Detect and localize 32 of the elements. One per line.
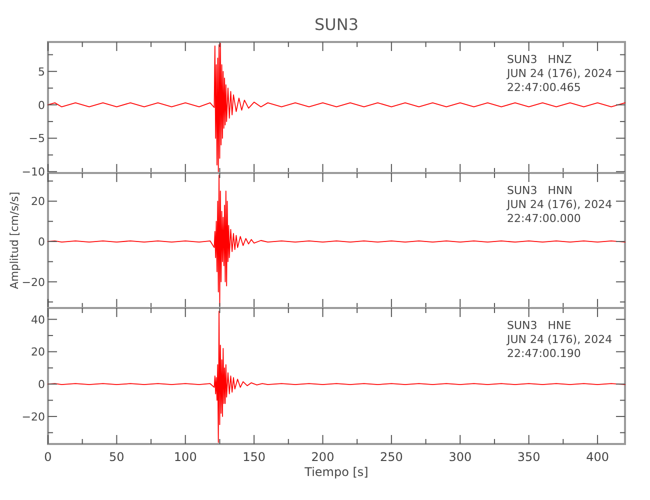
annotation: SUN3 HNE xyxy=(507,319,572,332)
y-tick-label: 0 xyxy=(38,98,45,112)
annotation: SUN3 HNN xyxy=(507,184,572,197)
y-tick-label: 0 xyxy=(38,236,45,249)
y-axis-title: Amplitud [cm/s/s] xyxy=(8,192,21,290)
y-tick-label: −10 xyxy=(22,166,45,179)
annotation: JUN 24 (176), 2024 xyxy=(506,67,612,80)
annotation: 22:47:00.465 xyxy=(507,81,581,94)
annotation: JUN 24 (176), 2024 xyxy=(506,333,612,346)
annotation: JUN 24 (176), 2024 xyxy=(506,198,612,211)
y-tick-label: 40 xyxy=(31,313,45,326)
x-tick-label: 150 xyxy=(242,450,266,464)
y-tick-label: 20 xyxy=(31,346,45,359)
y-tick-label: 5 xyxy=(38,65,45,78)
x-tick-label: 300 xyxy=(448,450,472,464)
annotation: SUN3 HNZ xyxy=(507,53,572,66)
y-tick-label: 0 xyxy=(38,378,45,392)
annotation: 22:47:00.000 xyxy=(507,212,581,225)
y-tick-label: −5 xyxy=(28,132,45,146)
x-tick-label: 200 xyxy=(311,450,334,464)
line-series xyxy=(48,310,626,443)
x-tick-label: 50 xyxy=(109,450,124,464)
x-tick-label: 400 xyxy=(586,450,609,464)
y-tick-label: 20 xyxy=(31,195,45,208)
x-tick-label: 100 xyxy=(174,450,197,464)
y-tick-label: −20 xyxy=(22,276,45,289)
annotation: 22:47:00.190 xyxy=(507,347,581,360)
y-tick-label: −20 xyxy=(22,410,45,424)
chart-title: SUN3 xyxy=(314,15,359,34)
x-tick-label: 350 xyxy=(517,450,540,464)
x-axis-title: Tiempo [s] xyxy=(304,465,368,479)
x-tick-label: 250 xyxy=(380,450,403,464)
